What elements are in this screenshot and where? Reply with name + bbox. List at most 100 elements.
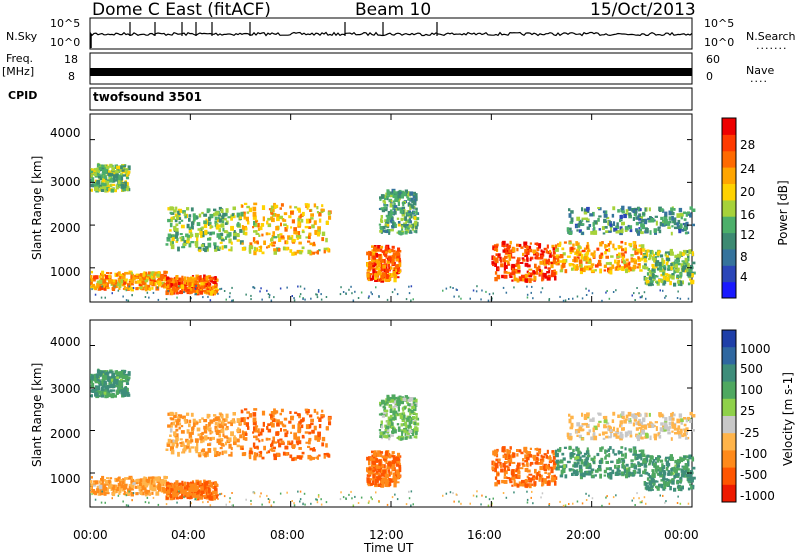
power-cell bbox=[390, 203, 393, 207]
velocity-cell bbox=[173, 415, 177, 418]
velocity-cell bbox=[227, 422, 230, 424]
velocity-cell bbox=[565, 474, 568, 478]
power-cell bbox=[598, 215, 601, 217]
velocity-cell bbox=[273, 454, 277, 457]
power-cell bbox=[387, 216, 391, 220]
velocity-cell bbox=[574, 463, 577, 468]
power-cell bbox=[184, 276, 186, 281]
power-cell bbox=[372, 265, 375, 267]
velocity-cell bbox=[415, 431, 418, 435]
velocity-cell bbox=[503, 455, 506, 458]
velocity-cell bbox=[245, 433, 248, 436]
velocity-cell bbox=[676, 465, 680, 468]
power-cell bbox=[533, 276, 536, 281]
velocity-cell bbox=[528, 474, 532, 476]
power-cell bbox=[597, 218, 600, 222]
velocity-cell bbox=[244, 419, 246, 424]
velocity-cell bbox=[290, 432, 292, 434]
velocity-cell bbox=[119, 488, 122, 493]
power-cell bbox=[687, 273, 691, 277]
power-cell bbox=[123, 174, 126, 176]
velocity-cell bbox=[534, 469, 537, 474]
power-cell bbox=[565, 269, 568, 273]
power-cell bbox=[119, 276, 122, 279]
power-cell bbox=[167, 219, 171, 222]
velocity-cell bbox=[292, 444, 296, 448]
power-cell bbox=[625, 230, 628, 232]
power-cell bbox=[675, 264, 678, 268]
power-cell bbox=[369, 273, 372, 275]
power-cell bbox=[617, 209, 620, 213]
power-cell bbox=[591, 252, 595, 255]
power-cell bbox=[274, 205, 276, 209]
velocity-cell bbox=[597, 413, 600, 415]
power-cell bbox=[181, 220, 183, 222]
power-cell bbox=[586, 245, 589, 249]
velocity-cell bbox=[160, 479, 164, 484]
velocity-cell bbox=[266, 426, 268, 430]
power-cell bbox=[534, 264, 537, 269]
velocity-cell bbox=[377, 453, 380, 457]
power-cell bbox=[541, 249, 543, 252]
power-cell bbox=[177, 288, 180, 290]
velocity-cell bbox=[631, 464, 634, 468]
velocity-cell bbox=[680, 488, 682, 492]
velocity-cell bbox=[669, 486, 672, 490]
power-cell bbox=[198, 228, 202, 231]
velocity-cell bbox=[579, 465, 583, 470]
power-cell bbox=[416, 210, 418, 215]
power-cell bbox=[123, 165, 126, 167]
velocity-cell bbox=[516, 465, 519, 469]
power-cell bbox=[241, 205, 243, 208]
power-cell bbox=[225, 236, 227, 240]
power-cell bbox=[230, 217, 233, 221]
power-cell bbox=[111, 167, 115, 171]
velocity-cell bbox=[648, 425, 651, 428]
velocity-cell bbox=[110, 484, 113, 487]
velocity-cell bbox=[208, 422, 211, 427]
velocity-cell bbox=[167, 413, 169, 416]
velocity-cell bbox=[388, 469, 391, 472]
power-cell bbox=[628, 243, 632, 246]
power-cell bbox=[540, 255, 543, 260]
power-noise-cell bbox=[207, 296, 209, 298]
velocity-cell bbox=[567, 461, 571, 463]
velocity-cell bbox=[608, 453, 610, 457]
velocity-cell bbox=[560, 465, 564, 468]
velocity-cell bbox=[605, 431, 608, 434]
power-cell bbox=[280, 223, 282, 227]
power-cell bbox=[673, 283, 676, 287]
power-cell bbox=[324, 248, 328, 250]
power-cell bbox=[384, 204, 387, 206]
power-cell bbox=[522, 257, 525, 259]
power-cell bbox=[274, 251, 278, 255]
velocity-cell bbox=[106, 372, 110, 375]
power-cell bbox=[596, 248, 599, 251]
power-cell bbox=[494, 248, 498, 251]
velocity-noise-cell bbox=[592, 497, 594, 499]
velocity-cell bbox=[141, 486, 144, 491]
power-cell bbox=[661, 208, 664, 212]
velocity-cell bbox=[214, 481, 217, 485]
power-cell bbox=[314, 203, 316, 207]
power-cell bbox=[271, 218, 275, 222]
power-cell bbox=[370, 252, 372, 256]
velocity-cell bbox=[649, 413, 651, 417]
velocity-cell bbox=[201, 450, 204, 453]
velocity-cell bbox=[279, 439, 282, 441]
power-cell bbox=[263, 216, 265, 221]
power-cell bbox=[199, 275, 201, 280]
power-cell bbox=[172, 286, 175, 291]
velocity-cell bbox=[630, 459, 633, 462]
velocity-cell bbox=[149, 486, 153, 490]
power-cell bbox=[164, 271, 168, 274]
power-cell bbox=[560, 260, 564, 263]
velocity-cell bbox=[328, 417, 331, 421]
power-cell bbox=[606, 262, 609, 265]
velocity-cell bbox=[173, 431, 176, 436]
power-cell bbox=[690, 206, 693, 209]
power-cell bbox=[530, 242, 532, 244]
velocity-noise-cell bbox=[615, 494, 617, 496]
power-cell bbox=[593, 227, 595, 231]
power-cell bbox=[547, 245, 549, 249]
